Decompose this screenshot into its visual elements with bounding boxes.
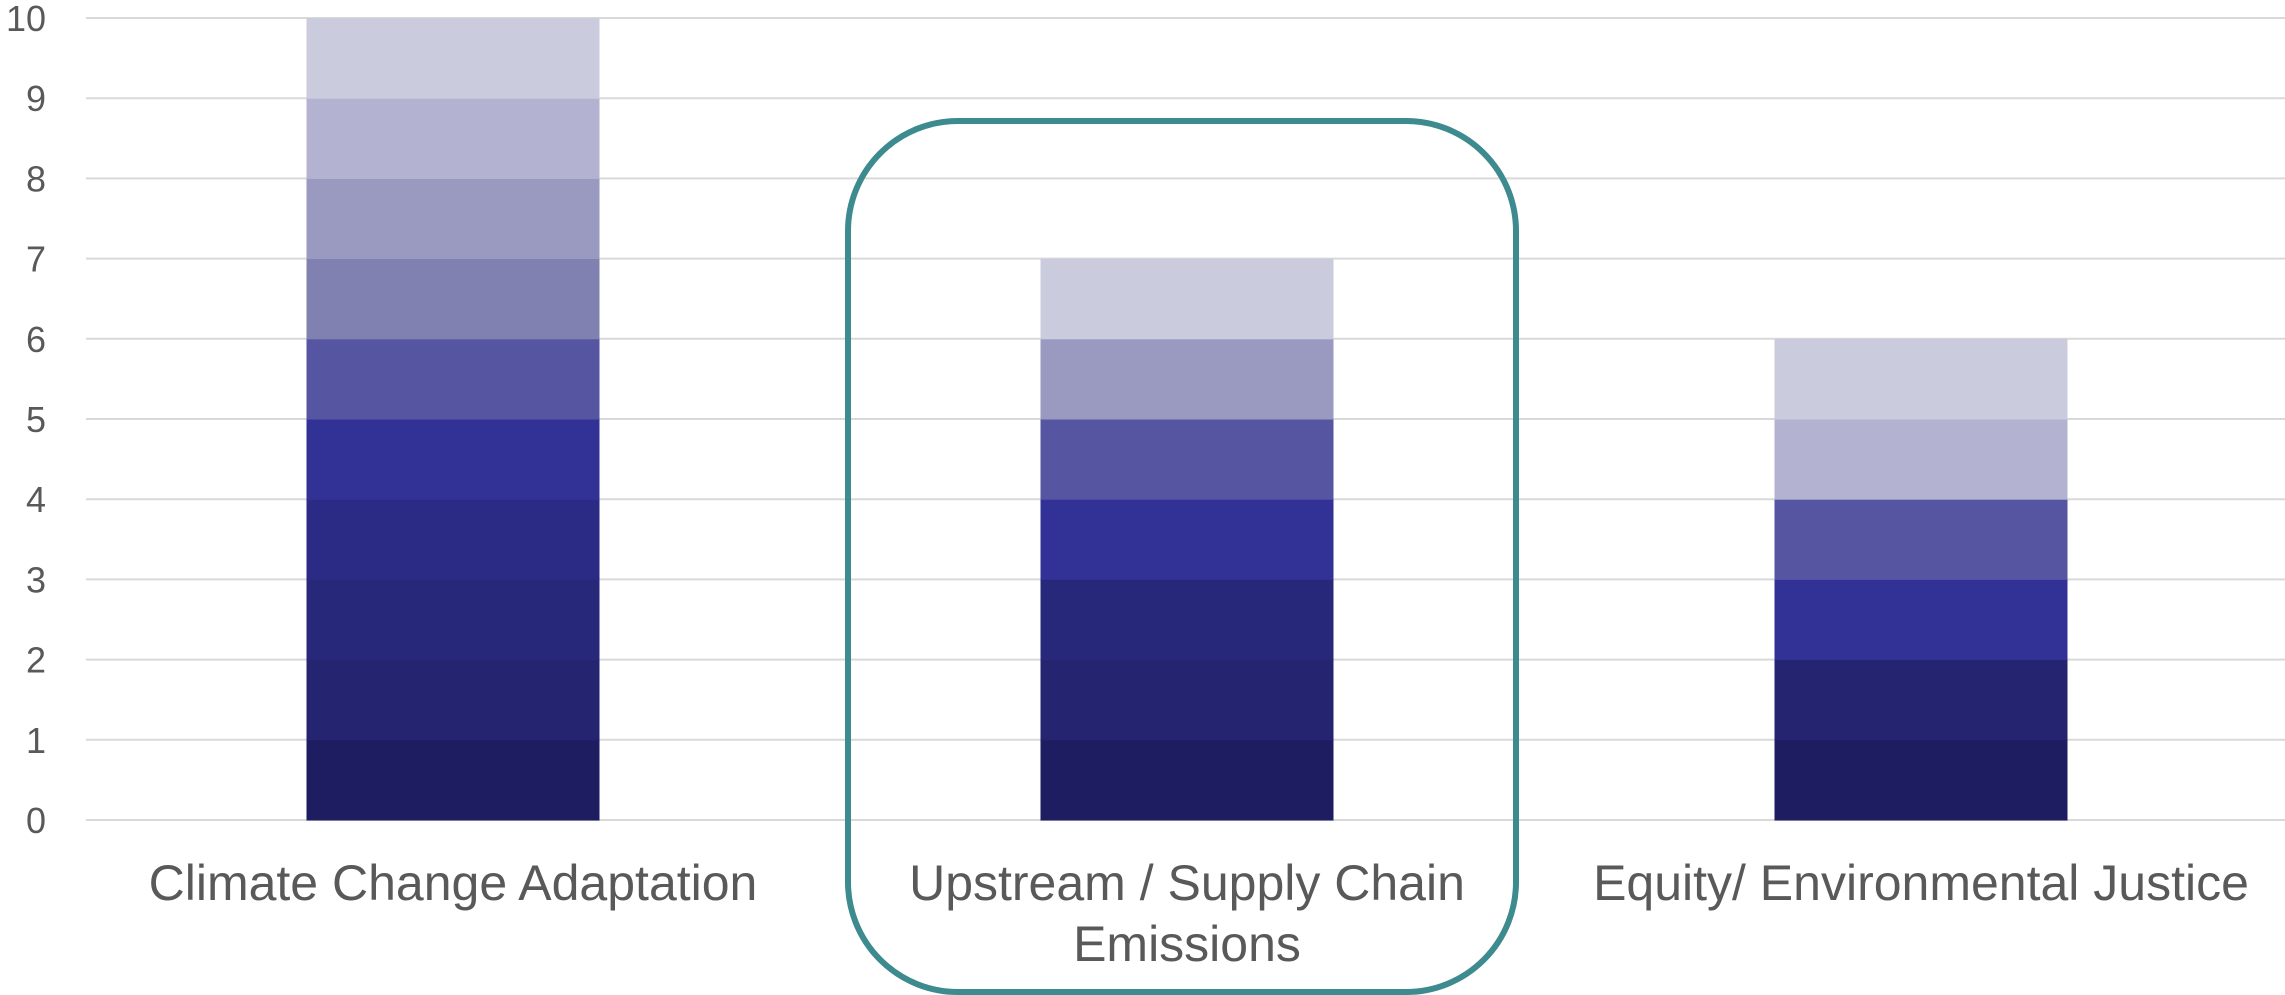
- bar-segment: [1040, 579, 1334, 661]
- bar-segment: [306, 739, 600, 821]
- category-label: Upstream / Supply Chain: [909, 855, 1465, 911]
- y-tick-label: 9: [26, 78, 46, 119]
- y-tick-label: 5: [26, 399, 46, 440]
- bar-segment: [306, 178, 600, 260]
- highlight-box-layer: [845, 118, 1519, 995]
- bar-segment: [1774, 739, 2068, 821]
- bar-segment: [1774, 579, 2068, 661]
- bar-segment: [306, 499, 600, 580]
- category-label: Equity/ Environmental Justice: [1593, 855, 2249, 911]
- bars: [306, 18, 2068, 821]
- y-tick-label: 7: [26, 239, 46, 280]
- bar-segment: [1040, 499, 1334, 580]
- bar: [1774, 338, 2068, 821]
- bar-segment: [1774, 659, 2068, 741]
- bar-segment: [1774, 419, 2068, 500]
- bar-segment: [306, 258, 600, 340]
- y-tick-label: 0: [26, 800, 46, 841]
- bar-segment: [1774, 499, 2068, 580]
- bar-segment: [1040, 659, 1334, 741]
- y-tick-label: 4: [26, 479, 46, 520]
- y-tick-label: 6: [26, 319, 46, 360]
- y-tick-label: 8: [26, 158, 46, 199]
- bar-segment: [306, 338, 600, 420]
- category-label: Emissions: [1073, 916, 1301, 972]
- y-axis-tick-labels: 0 1 2 3 4 5 6 7 8 9 10: [6, 0, 46, 841]
- bar-segment: [306, 98, 600, 179]
- bar-segment: [306, 579, 600, 661]
- highlight-box: [845, 118, 1519, 995]
- bar: [1040, 258, 1334, 821]
- category-label: Climate Change Adaptation: [149, 855, 758, 911]
- bar-segment: [306, 419, 600, 500]
- bar-segment: [1040, 338, 1334, 420]
- bar-segment: [1040, 419, 1334, 500]
- y-tick-label: 1: [26, 720, 46, 761]
- category-labels: Climate Change Adaptation Upstream / Supp…: [149, 855, 2249, 972]
- y-tick-label: 3: [26, 559, 46, 600]
- bar-segment: [306, 18, 600, 99]
- y-tick-label: 2: [26, 640, 46, 681]
- bar: [306, 18, 600, 821]
- bar-segment: [306, 659, 600, 741]
- bar-segment: [1774, 338, 2068, 420]
- bar-segment: [1040, 739, 1334, 821]
- y-tick-label: 10: [6, 0, 46, 39]
- bar-segment: [1040, 258, 1334, 340]
